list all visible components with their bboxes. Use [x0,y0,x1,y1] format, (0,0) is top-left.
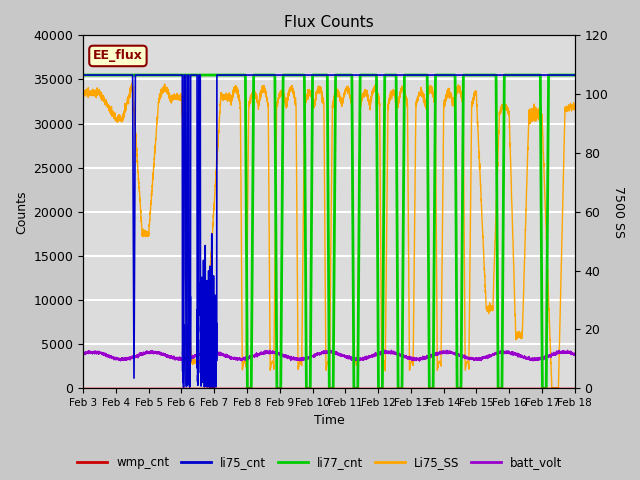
Title: Flux Counts: Flux Counts [284,15,374,30]
Legend: wmp_cnt, li75_cnt, li77_cnt, Li75_SS, batt_volt: wmp_cnt, li75_cnt, li77_cnt, Li75_SS, ba… [73,452,567,474]
X-axis label: Time: Time [314,414,344,427]
Y-axis label: 7500 SS: 7500 SS [612,186,625,238]
Text: EE_flux: EE_flux [93,49,143,62]
Y-axis label: Counts: Counts [15,190,28,234]
